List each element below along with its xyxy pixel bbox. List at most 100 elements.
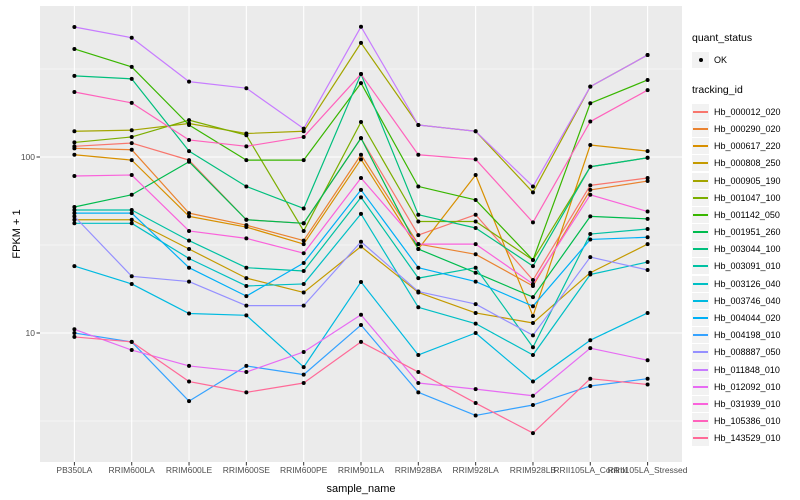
data-point: [530, 379, 535, 384]
series-color-key: [692, 206, 709, 223]
data-point: [530, 264, 535, 269]
data-point: [72, 46, 77, 51]
data-point: [301, 260, 306, 265]
data-point: [129, 274, 134, 279]
x-tick-label: RRIM901LA: [337, 465, 385, 475]
data-point: [530, 184, 535, 189]
legend-item-label: Hb_001142_050: [714, 209, 780, 220]
data-point: [588, 237, 593, 242]
data-point: [645, 175, 650, 180]
data-point: [530, 257, 535, 262]
data-point: [187, 122, 192, 127]
x-tick-label: RRIM600SE: [222, 465, 270, 475]
data-point: [359, 312, 363, 317]
legend-title-quant-status: quant_status: [692, 32, 753, 44]
legend-item-Hb_001142_050: Hb_001142_050: [692, 206, 781, 223]
data-point: [588, 84, 593, 89]
data-point: [416, 265, 421, 270]
legend-item-Hb_001047_100: Hb_001047_100: [692, 189, 781, 206]
data-point: [530, 402, 535, 407]
series-line-icon: [693, 385, 708, 388]
data-point: [187, 238, 192, 243]
data-point: [473, 252, 478, 257]
series-line-icon: [693, 127, 708, 130]
legend-item-Hb_031939_010: Hb_031939_010: [692, 395, 781, 412]
data-point: [129, 192, 134, 197]
data-point: [588, 383, 593, 388]
legend-item-Hb_000808_250: Hb_000808_250: [692, 155, 781, 172]
x-tick-label: PB350LA: [56, 465, 93, 475]
x-tick-label: RRIM600PE: [280, 465, 328, 475]
data-point: [416, 390, 421, 395]
data-point: [72, 207, 77, 212]
legend-item-Hb_012092_010: Hb_012092_010: [692, 378, 781, 395]
legend-item-label: Hb_000905_190: [714, 175, 781, 186]
data-point: [416, 289, 421, 294]
data-point: [588, 338, 593, 343]
series-line-icon: [693, 402, 708, 405]
data-point: [645, 242, 650, 247]
data-point: [187, 311, 192, 316]
legend-item-label: Hb_008887_050: [714, 347, 781, 358]
data-point: [645, 88, 650, 93]
x-tick-label: RRIM928LB: [509, 465, 557, 475]
data-point: [301, 290, 306, 295]
data-point: [645, 376, 650, 381]
data-point: [244, 363, 249, 368]
ok-point-key: [692, 51, 709, 68]
data-point: [588, 232, 593, 237]
tracking-id-items: Hb_000012_020 Hb_000290_020 Hb_000617_220 H…: [692, 103, 781, 447]
series-color-key: [692, 120, 709, 137]
data-point: [129, 35, 134, 40]
data-point: [645, 358, 650, 363]
legend-item-Hb_011848_010: Hb_011848_010: [692, 361, 781, 378]
data-point: [530, 278, 535, 283]
data-point: [187, 247, 192, 252]
data-point: [301, 242, 306, 247]
data-point: [72, 24, 77, 29]
series-line-icon: [693, 299, 708, 302]
series-color-key: [692, 189, 709, 206]
data-point: [359, 175, 363, 180]
series-line-icon: [693, 162, 708, 165]
legend-item-label: Hb_001047_100: [714, 192, 781, 203]
data-point: [301, 281, 306, 286]
data-point: [473, 279, 478, 284]
data-point: [530, 333, 535, 338]
data-point: [129, 128, 134, 133]
data-point: [129, 221, 134, 226]
data-point: [72, 211, 77, 216]
data-point: [645, 382, 650, 387]
data-point: [244, 236, 249, 241]
legend-item-label: Hb_004198_010: [714, 330, 781, 341]
series-color-key: [692, 224, 709, 241]
legend-item-label: Hb_031939_010: [714, 398, 781, 409]
legend-item-Hb_004198_010: Hb_004198_010: [692, 327, 781, 344]
data-point: [416, 212, 421, 217]
data-point: [530, 352, 535, 357]
data-point: [473, 413, 478, 418]
data-point: [473, 265, 478, 270]
data-point: [187, 228, 192, 233]
data-point: [244, 217, 249, 222]
legend: quant_status OK tracking_id Hb_000012_02…: [692, 32, 781, 447]
data-point: [129, 76, 134, 81]
legend-item-ok: OK: [692, 51, 781, 68]
data-point: [530, 431, 535, 436]
x-axis-title: sample_name: [326, 483, 396, 495]
data-point: [129, 100, 134, 105]
series-color-key: [692, 155, 709, 172]
data-point: [359, 40, 363, 45]
data-point: [244, 283, 249, 288]
data-point: [72, 90, 77, 95]
data-point: [72, 73, 77, 78]
legend-item-label: Hb_000012_020: [714, 106, 781, 117]
data-point: [301, 134, 306, 139]
series-color-key: [692, 327, 709, 344]
data-point: [416, 184, 421, 189]
data-point: [645, 226, 650, 231]
data-point: [187, 137, 192, 142]
data-point: [416, 276, 421, 281]
data-point: [187, 265, 192, 270]
data-point: [359, 244, 363, 249]
